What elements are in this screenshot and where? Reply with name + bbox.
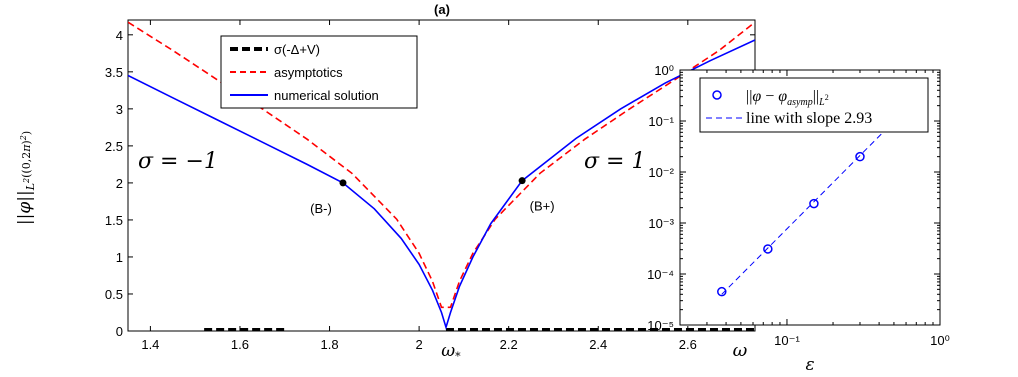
chart-a: (a) 0 0.5 1 1.5 2 2.5 3 3.5 4 1.4 1.6 1.8 2 2.2 2.4 2.… — [15, 2, 756, 363]
chart-b-xtick-label: 10⁻¹ — [774, 333, 800, 348]
legend-label-error: ||φ − φasymp||L2 — [746, 88, 829, 108]
legend-label-slope: line with slope 2.93 — [746, 110, 872, 127]
chart-a-xtick-label: 1.4 — [141, 337, 159, 352]
series-error-point — [809, 198, 819, 209]
chart-a-series — [128, 21, 755, 331]
chart-b-y-ticks: 10⁻⁵ 10⁻⁴ 10⁻³ 10⁻² 10⁻¹ 10⁰ — [647, 63, 940, 333]
chart-b-ytick-label: 10⁻⁴ — [647, 267, 674, 282]
chart-b: 10⁻⁵ 10⁻⁴ 10⁻³ 10⁻² 10⁻¹ 10⁰ 10⁻¹ 10⁰ ε ||φ − … — [647, 63, 950, 375]
series-error-point — [717, 286, 727, 297]
chart-b-ytick-label: 10⁻⁵ — [647, 318, 674, 333]
chart-a-xtick-label: 2.6 — [679, 337, 697, 352]
chart-b-legend: ||φ − φasymp||L2 line with slope 2.93 — [699, 77, 929, 133]
chart-a-points: (B-) (B+) — [310, 177, 555, 216]
point-marker — [518, 177, 526, 185]
chart-a-ytick-label: 0 — [116, 324, 123, 339]
series-numerical-solution — [128, 39, 755, 331]
chart-a-xtick-label: 2 — [415, 337, 422, 352]
chart-a-ytick-label: 2.5 — [105, 139, 123, 154]
chart-a-ytick-label: 3 — [116, 102, 123, 117]
chart-a-ytick-label: 3.5 — [105, 65, 123, 80]
annotation-sigma-1: σ = 1 — [584, 149, 645, 174]
chart-b-xlabel: ε — [805, 355, 814, 375]
chart-b-xtick-label: 10⁰ — [930, 333, 950, 348]
chart-b-ytick-label: 10⁰ — [654, 63, 674, 78]
chart-b-legend-box — [699, 77, 929, 133]
chart-a-ytick-label: 4 — [116, 28, 123, 43]
point-label: (B-) — [310, 201, 332, 216]
series-slope-line — [721, 108, 907, 295]
chart-b-ytick-label: 10⁻¹ — [648, 114, 674, 129]
chart-b-ytick-label: 10⁻³ — [648, 216, 674, 231]
legend-label-numerical: numerical solution — [274, 88, 379, 103]
chart-a-ytick-label: 1.5 — [105, 213, 123, 228]
chart-b-x-ticks: 10⁻¹ 10⁰ — [679, 70, 950, 348]
chart-a-title: (a) — [434, 2, 450, 17]
svg-text:||φ||L2((0,2π)2): ||φ||L2((0,2π)2) — [15, 131, 37, 225]
point-marker — [339, 179, 347, 187]
point-label: (B+) — [530, 199, 555, 214]
chart-a-xtick-label: 1.6 — [231, 337, 249, 352]
chart-a-ylabel: ||φ||L2((0,2π)2) — [15, 131, 37, 225]
legend-label-spectrum: σ(-Δ+V) — [274, 42, 320, 57]
chart-a-xlabel: ω — [733, 340, 748, 361]
chart-a-xtick-label: 2.2 — [500, 337, 518, 352]
chart-a-xtick-label: 1.8 — [320, 337, 338, 352]
chart-a-legend: σ(-Δ+V) asymptotics numerical solution — [220, 35, 418, 109]
legend-swatch-error — [712, 90, 722, 100]
chart-b-ytick-label: 10⁻² — [648, 165, 674, 180]
chart-a-ytick-label: 2 — [116, 176, 123, 191]
chart-a-xtick-label: 2.4 — [589, 337, 607, 352]
annotation-sigma-minus1: σ = −1 — [138, 149, 218, 174]
legend-label-asymptotics: asymptotics — [274, 65, 343, 80]
chart-a-x-ticks: 1.4 1.6 1.8 2 2.2 2.4 2.6 — [141, 20, 697, 352]
series-error-point — [763, 244, 773, 254]
series-asymptotics — [128, 21, 755, 309]
chart-a-ytick-label: 0.5 — [105, 287, 123, 302]
series-error-point — [855, 151, 865, 162]
chart-a-y-ticks: 0 0.5 1 1.5 2 2.5 3 3.5 4 — [105, 28, 755, 339]
chart-a-omega-star-label: ω* — [441, 341, 461, 363]
chart-a-ytick-label: 1 — [116, 250, 123, 265]
